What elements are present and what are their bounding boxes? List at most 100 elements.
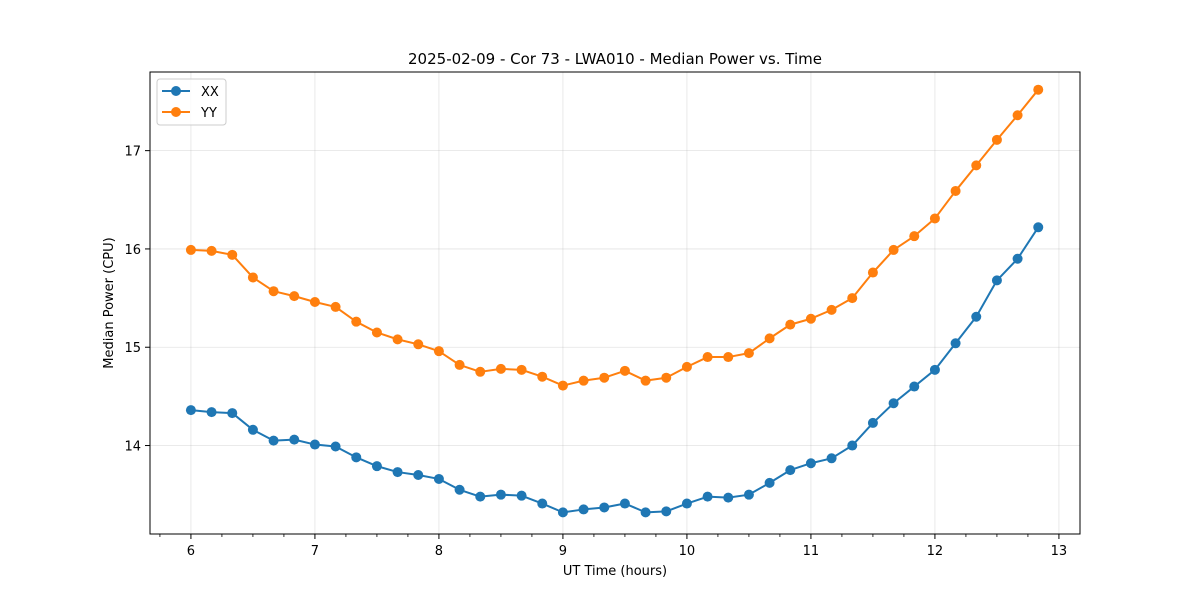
data-point-yy: [413, 339, 424, 350]
x-tick-label-6: 6: [187, 544, 195, 559]
data-point-yy: [454, 359, 465, 370]
data-point-yy: [950, 185, 961, 196]
legend-marker-yy: [171, 107, 181, 117]
legend-label-xx: XX: [201, 85, 219, 100]
data-point-yy: [805, 313, 816, 324]
data-point-xx: [537, 498, 548, 509]
grid-layer: [150, 72, 1080, 534]
data-point-yy: [330, 301, 341, 312]
data-point-xx: [371, 461, 382, 472]
data-point-xx: [557, 507, 568, 518]
data-point-yy: [1033, 84, 1044, 95]
data-point-yy: [371, 327, 382, 338]
legend-entry-yy: YY: [162, 106, 217, 121]
data-point-xx: [495, 489, 506, 500]
data-point-xx: [991, 275, 1002, 286]
data-point-yy: [909, 231, 920, 242]
y-tick-label-15: 15: [124, 341, 141, 356]
data-point-yy: [227, 249, 238, 260]
data-point-xx: [661, 506, 672, 517]
series-layer: [185, 84, 1044, 518]
data-point-xx: [309, 439, 320, 450]
data-point-xx: [227, 408, 238, 419]
data-point-yy: [681, 361, 692, 372]
data-point-xx: [516, 490, 527, 501]
data-point-yy: [826, 304, 837, 315]
data-point-yy: [991, 134, 1002, 145]
chart-title: 2025-02-09 - Cor 73 - LWA010 - Median Po…: [408, 50, 822, 68]
data-point-xx: [392, 467, 403, 478]
data-point-xx: [764, 477, 775, 488]
data-point-xx: [475, 491, 486, 502]
data-point-xx: [247, 424, 258, 435]
y-tick-label-17: 17: [124, 145, 141, 160]
x-tick-label-13: 13: [1051, 544, 1068, 559]
data-point-xx: [702, 491, 713, 502]
data-point-yy: [516, 364, 527, 375]
data-point-xx: [268, 435, 279, 446]
x-tick-label-8: 8: [435, 544, 443, 559]
data-point-yy: [661, 372, 672, 383]
data-point-yy: [929, 213, 940, 224]
data-point-xx: [413, 470, 424, 481]
data-point-yy: [537, 371, 548, 382]
data-point-xx: [330, 441, 341, 452]
x-tick-label-11: 11: [803, 544, 820, 559]
data-point-yy: [578, 375, 589, 386]
data-point-xx: [1033, 222, 1044, 233]
data-point-xx: [826, 453, 837, 464]
data-point-xx: [867, 417, 878, 428]
data-point-yy: [971, 160, 982, 171]
legend-entry-xx: XX: [162, 85, 219, 100]
data-point-yy: [268, 286, 279, 297]
data-point-xx: [929, 364, 940, 375]
data-point-xx: [185, 405, 196, 416]
tick-layer: 6 7 8 9 10 11 12 13 14 15 16 17: [124, 145, 1067, 559]
data-point-xx: [681, 498, 692, 509]
y-tick-label-16: 16: [124, 243, 141, 258]
legend: XX YY: [156, 78, 227, 126]
data-point-yy: [640, 375, 651, 386]
data-point-xx: [619, 498, 630, 509]
plot-frame: [149, 71, 1081, 535]
data-point-yy: [723, 352, 734, 363]
legend-label-yy: YY: [200, 106, 217, 121]
data-point-yy: [495, 363, 506, 374]
x-tick-label-10: 10: [679, 544, 696, 559]
data-point-xx: [743, 489, 754, 500]
x-tick-label-7: 7: [311, 544, 319, 559]
data-point-xx: [888, 398, 899, 409]
data-point-xx: [454, 484, 465, 495]
data-point-xx: [433, 473, 444, 484]
data-point-yy: [702, 352, 713, 363]
data-point-xx: [971, 311, 982, 322]
data-point-xx: [909, 381, 920, 392]
data-point-yy: [309, 297, 320, 308]
data-point-yy: [392, 334, 403, 345]
y-axis-label: Median Power (CPU): [102, 237, 117, 368]
data-point-yy: [289, 291, 300, 302]
data-point-xx: [1012, 253, 1023, 264]
data-point-xx: [805, 458, 816, 469]
y-tick-label-14: 14: [124, 440, 141, 455]
data-point-xx: [950, 338, 961, 349]
data-point-yy: [743, 348, 754, 359]
data-point-yy: [1012, 110, 1023, 121]
x-axis-label: UT Time (hours): [563, 564, 667, 579]
data-point-yy: [785, 319, 796, 330]
data-point-yy: [185, 244, 196, 255]
data-point-xx: [351, 452, 362, 463]
data-point-xx: [599, 502, 610, 513]
data-point-xx: [289, 434, 300, 445]
data-point-xx: [723, 492, 734, 503]
data-point-yy: [847, 293, 858, 304]
data-point-xx: [578, 504, 589, 515]
data-point-yy: [557, 380, 568, 391]
data-point-yy: [206, 245, 217, 256]
data-point-yy: [888, 244, 899, 255]
data-point-yy: [764, 333, 775, 344]
data-point-yy: [433, 346, 444, 357]
data-point-yy: [475, 366, 486, 377]
